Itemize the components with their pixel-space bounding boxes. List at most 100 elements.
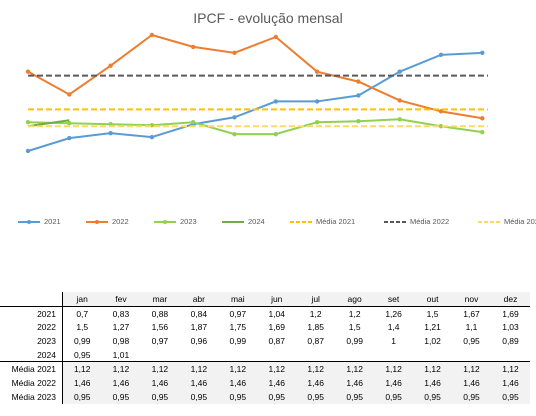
table-cell: 0,95 xyxy=(257,389,297,404)
legend-swatch-icon xyxy=(86,219,108,224)
data-point-2021-dez xyxy=(480,50,485,56)
table-row-header: 2021 xyxy=(0,305,63,321)
table-cell xyxy=(296,347,336,362)
table-cell: 1,46 xyxy=(140,376,180,390)
table-cell: 1 xyxy=(374,334,414,348)
data-point-2021-nov xyxy=(438,52,444,58)
legend-item-2022: 2022 xyxy=(86,217,129,226)
data-point-2021-jan xyxy=(25,148,31,154)
table-cell: 0,95 xyxy=(179,389,219,404)
table-cell: 0,96 xyxy=(179,334,219,348)
table-column-header: fev xyxy=(101,292,141,307)
series-line-2023 xyxy=(27,118,483,136)
table-cell: 1,87 xyxy=(179,320,219,335)
table-cell: 1,12 xyxy=(179,361,219,377)
table-cell: 0,95 xyxy=(452,389,491,404)
legend-label: 2022 xyxy=(112,217,129,226)
legend-label: 2024 xyxy=(248,217,265,226)
legend-label: Média 2021 xyxy=(316,217,356,226)
table-cell: 1,69 xyxy=(257,320,297,335)
data-point-2022-mar xyxy=(108,63,113,68)
table-cell: 0,95 xyxy=(62,347,102,362)
table-row: 2024 0,95 1,01 xyxy=(0,347,530,362)
table-column-header: abr xyxy=(179,292,219,307)
table-cell: 1,12 xyxy=(140,361,180,377)
table-row-header: Média 2023 xyxy=(0,389,63,404)
legend-item-média-2021: Média 2021 xyxy=(290,217,355,226)
table-cell: 0,88 xyxy=(140,305,180,321)
table-row: Média 2022 1,46 1,46 1,46 1,46 1,46 1,46 1,46 1,… xyxy=(0,376,530,390)
data-point-2023-jul xyxy=(273,131,278,137)
table-cell: 1,46 xyxy=(179,376,219,390)
data-point-2022-set xyxy=(356,79,361,84)
table-cell: 0,89 xyxy=(490,334,530,348)
table-cell: 0,95 xyxy=(218,389,258,404)
table-cell: 0,7 xyxy=(62,305,102,321)
legend-label: Média 2022 xyxy=(410,217,450,226)
table-cell: 1,2 xyxy=(296,305,336,321)
legend-label: 2021 xyxy=(44,217,61,226)
table-row: 2021 0,7 0,83 0,88 0,84 0,97 1,04 1,2 1,2 1,26 1,5… xyxy=(0,305,530,321)
legend-item-2021: 2021 xyxy=(18,217,61,226)
table-row: 2022 1,5 1,27 1,56 1,87 1,75 1,69 1,85 1,5 1,4 1,2… xyxy=(0,320,530,335)
legend-item-2023: 2023 xyxy=(154,217,197,226)
table-cell: 0,95 xyxy=(374,389,414,404)
series-line-2024 xyxy=(27,119,70,128)
table-cell xyxy=(452,347,491,362)
table-cell: 1,02 xyxy=(413,334,453,348)
table-column-header: ago xyxy=(335,292,375,307)
legend-swatch-icon xyxy=(222,220,244,223)
table-cell: 0,95 xyxy=(413,389,453,404)
table-cell: 1,46 xyxy=(218,376,258,390)
table-cell: 0,98 xyxy=(101,334,141,348)
data-point-2023-fev xyxy=(67,121,72,126)
data-point-2023-out xyxy=(397,117,402,122)
table-cell xyxy=(218,347,258,362)
table-cell: 0,87 xyxy=(257,334,297,348)
data-point-2023-jan xyxy=(25,120,31,125)
table-cell: 0,83 xyxy=(101,305,141,321)
data-point-2021-mar xyxy=(108,130,113,136)
chart-title: IPCF - evolução mensal xyxy=(193,10,343,26)
table-cell: 1,46 xyxy=(62,376,102,390)
table-cell: 1,12 xyxy=(452,361,491,377)
table-cell: 0,95 xyxy=(490,389,530,404)
table-cell: 0,87 xyxy=(296,334,336,348)
legend-swatch-icon xyxy=(384,220,406,223)
table-cell: 0,95 xyxy=(452,334,491,348)
data-point-2021-fev xyxy=(67,135,72,141)
table-cell: 1,12 xyxy=(296,361,336,377)
table-cell: 1,5 xyxy=(335,320,375,335)
legend-item-média-2023: Média 2023 xyxy=(478,217,536,226)
table-column-header: out xyxy=(413,292,453,307)
table-row: 2023 0,99 0,98 0,97 0,96 0,99 0,87 0,87 0,99 1 1,0… xyxy=(0,334,530,348)
legend-label: Média 2023 xyxy=(504,217,536,226)
table-cell: 1,12 xyxy=(101,361,141,377)
table-cell: 0,97 xyxy=(140,334,180,348)
table-cell: 1,85 xyxy=(296,320,336,335)
table-cell: 0,95 xyxy=(101,389,141,404)
table-cell: 1,21 xyxy=(413,320,453,335)
data-point-2022-out xyxy=(397,98,402,103)
table-cell xyxy=(490,347,530,362)
data-point-2022-abr xyxy=(149,32,155,38)
data-point-2021-abr xyxy=(149,134,155,140)
table-cell xyxy=(374,347,414,362)
data-point-2022-jan xyxy=(25,69,31,74)
table-column-header: jun xyxy=(257,292,297,307)
series-line-2021 xyxy=(27,51,483,152)
table-cell: 1,04 xyxy=(257,305,297,321)
table-cell xyxy=(413,347,453,362)
table-cell: 1,5 xyxy=(62,320,102,335)
legend-swatch-icon xyxy=(290,220,312,223)
line-chart xyxy=(25,32,488,154)
table-cell: 1,01 xyxy=(101,347,141,362)
table-cell: 1,46 xyxy=(296,376,336,390)
table-cell: 1,12 xyxy=(62,361,102,377)
table-cell: 1,27 xyxy=(101,320,141,335)
table-column-header: mai xyxy=(218,292,258,307)
table-cell: 0,97 xyxy=(218,305,258,321)
data-point-2021-set xyxy=(356,93,361,98)
table-cell: 1,46 xyxy=(413,376,453,390)
table-column-header: jul xyxy=(296,292,336,307)
